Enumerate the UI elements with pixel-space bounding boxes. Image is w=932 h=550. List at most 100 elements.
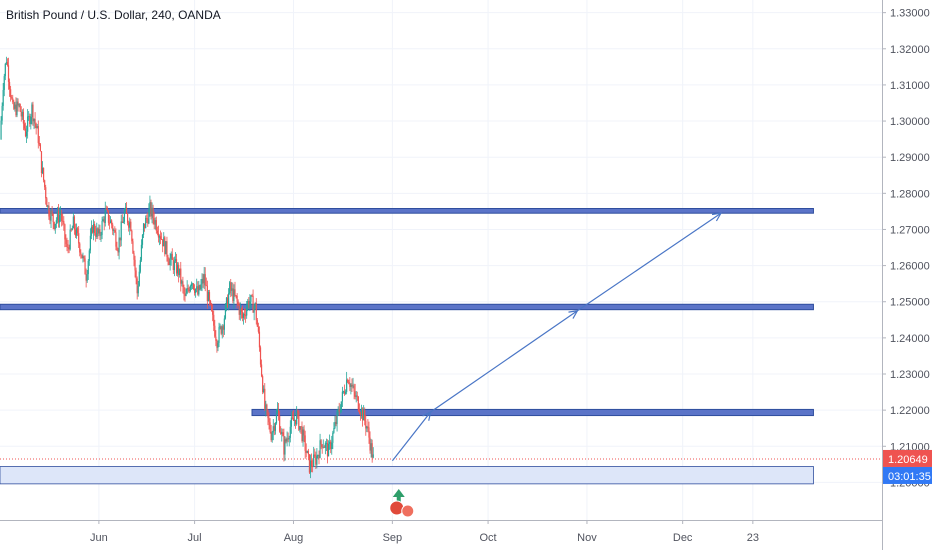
- candle-body: [148, 209, 150, 224]
- candle-body: [285, 439, 287, 442]
- candle-body: [54, 223, 56, 230]
- candle-body: [364, 410, 366, 421]
- candle-body: [271, 432, 273, 441]
- candle-body: [0, 120, 2, 140]
- candle-body: [120, 221, 122, 241]
- candle-body: [100, 234, 102, 236]
- support-zone: [0, 466, 814, 485]
- candle-body: [121, 221, 123, 223]
- price-tick-label: 1.23000: [890, 369, 930, 381]
- candle-body: [94, 224, 96, 234]
- candle-body: [305, 450, 307, 453]
- candle-body: [87, 260, 89, 275]
- price-tick-label: 1.33000: [890, 8, 930, 20]
- candle-body: [336, 411, 338, 425]
- candle-body: [325, 443, 328, 444]
- candle-body: [188, 289, 190, 292]
- candle-body: [167, 256, 169, 262]
- candle-body: [164, 237, 166, 255]
- candle-body: [314, 454, 316, 457]
- candle-body: [214, 325, 216, 337]
- candle-body: [306, 450, 308, 453]
- price-tick-label: 1.28000: [890, 188, 930, 200]
- candle-body: [350, 384, 352, 387]
- candle-body: [367, 426, 369, 428]
- candle-body: [102, 219, 104, 221]
- candle-body: [342, 391, 345, 393]
- candle-body: [198, 285, 200, 295]
- candle-body: [88, 250, 90, 261]
- candle-body: [99, 229, 101, 236]
- candle-body: [369, 437, 371, 451]
- candle-body: [361, 408, 364, 421]
- candle-body: [51, 211, 53, 214]
- candle-body: [123, 211, 126, 222]
- candle-body: [185, 293, 187, 296]
- candle-body: [321, 444, 323, 448]
- candle-body: [75, 228, 78, 236]
- candle-body: [346, 379, 348, 393]
- candle-body: [38, 142, 40, 145]
- candle-body: [106, 209, 108, 211]
- candle-body: [259, 347, 262, 365]
- time-tick-label: Sep: [383, 532, 403, 544]
- candle-body: [30, 116, 32, 124]
- projection-arrowhead: [711, 212, 723, 222]
- candle-body: [154, 220, 156, 225]
- candle-body: [204, 274, 206, 286]
- candle-body: [6, 62, 9, 66]
- candle-body: [78, 233, 80, 244]
- candle-body: [351, 384, 353, 387]
- candle-body: [274, 423, 277, 431]
- candle-body: [66, 243, 68, 248]
- candle-body: [284, 439, 286, 455]
- candle-body: [129, 221, 131, 228]
- candle-body: [133, 253, 135, 260]
- symbol-title: British Pound / U.S. Dollar, 240, OANDA: [6, 8, 221, 22]
- candle-body: [219, 326, 221, 328]
- candle-body: [187, 288, 189, 290]
- candle-body: [183, 286, 185, 295]
- candle-body: [248, 300, 250, 306]
- candle-body: [69, 229, 71, 250]
- candle-body: [251, 295, 253, 297]
- candle-body: [12, 98, 14, 103]
- candle-body: [124, 207, 127, 212]
- candle-body: [151, 207, 153, 217]
- candle-body: [71, 228, 73, 231]
- candle-body: [300, 426, 302, 428]
- candle-body: [245, 315, 247, 317]
- candle-body: [262, 376, 264, 392]
- candle-body: [287, 438, 289, 440]
- candle-body: [156, 230, 158, 234]
- price-tick-label: 1.29000: [890, 152, 930, 164]
- candle-body: [28, 116, 30, 117]
- candle-body: [98, 229, 100, 234]
- candle-body: [50, 211, 52, 221]
- candle-body: [107, 210, 110, 223]
- candle-body: [199, 285, 201, 290]
- candle-body: [169, 258, 171, 265]
- candle-body: [202, 278, 204, 284]
- candle-body: [62, 220, 64, 222]
- candle-body: [112, 224, 114, 231]
- candle-body: [209, 300, 212, 304]
- candle-body: [207, 292, 210, 302]
- candle-body: [180, 268, 182, 284]
- candle-body: [189, 286, 191, 292]
- time-tick-label: Jul: [188, 532, 202, 544]
- candle-body: [341, 391, 343, 402]
- candle-body: [319, 440, 321, 458]
- candle-body: [333, 428, 335, 433]
- candle-body: [11, 97, 13, 99]
- candle-body: [39, 144, 42, 152]
- candle-body: [116, 246, 118, 251]
- candle-body: [89, 235, 91, 251]
- candle-body: [326, 443, 329, 457]
- candle-body: [10, 89, 12, 98]
- candle-body: [349, 383, 351, 387]
- candle-body: [15, 104, 17, 116]
- time-tick-label: 23: [747, 532, 759, 544]
- candle-body: [34, 119, 36, 124]
